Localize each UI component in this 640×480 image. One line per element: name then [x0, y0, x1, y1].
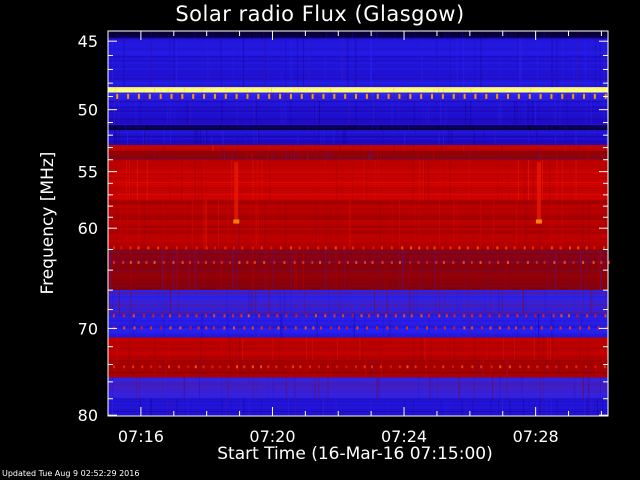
x-tick-label: 07:20	[249, 427, 295, 446]
frequency-band	[108, 92, 608, 101]
x-axis-label: Start Time (16-Mar-16 07:15:00)	[217, 444, 493, 464]
axes: 45 50 55 60 70 80 07:16 07:20 07:24 07:28	[78, 30, 609, 446]
y-tick-label: 80	[78, 406, 98, 425]
x-tick-label: 07:28	[513, 427, 559, 446]
x-tick-label: 07:24	[381, 427, 427, 446]
update-timestamp: Updated Tue Aug 9 02:52:29 2016	[2, 469, 140, 478]
frequency-band	[108, 130, 608, 146]
chart-title: Solar radio Flux (Glasgow)	[175, 2, 465, 26]
y-tick-label: 55	[78, 163, 98, 182]
y-tick-label: 60	[78, 219, 98, 238]
heatmap-image	[108, 31, 610, 416]
frequency-band	[108, 314, 608, 338]
frequency-band	[108, 31, 608, 39]
y-tick-label: 50	[78, 101, 98, 120]
x-tick-label: 07:16	[118, 427, 164, 446]
y-axis-label: Frequency [MHz]	[38, 151, 58, 295]
y-tick-label: 45	[78, 32, 98, 51]
y-tick-label: 70	[78, 319, 98, 338]
